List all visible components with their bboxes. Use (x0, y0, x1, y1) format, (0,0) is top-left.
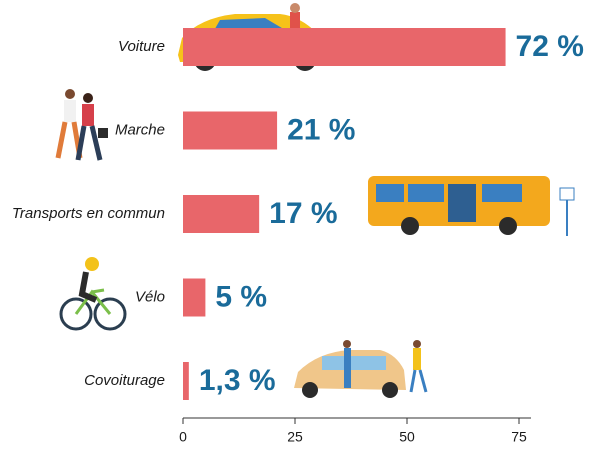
bike-illustration (61, 257, 125, 329)
chart: 0 25 50 75 Voiture 72 % Marche 21 % Transports e… (0, 0, 610, 452)
category-label: Transports en commun (12, 205, 165, 222)
bar (183, 28, 506, 66)
bus-illustration (368, 176, 574, 236)
value-label: 21 % (287, 113, 355, 146)
x-tick-label: 50 (399, 429, 415, 445)
value-label: 17 % (269, 197, 337, 230)
category-label: Voiture (118, 38, 165, 55)
value-label: 5 % (215, 280, 267, 313)
category-label: Covoiturage (84, 372, 165, 389)
x-tick-label: 75 (511, 429, 527, 445)
category-label: Marche (115, 121, 165, 138)
value-label: 72 % (516, 30, 584, 63)
x-tick-label: 0 (179, 429, 187, 445)
walkers-illustration (58, 89, 108, 160)
carpool-illustration (294, 340, 426, 398)
value-label: 1,3 % (199, 364, 276, 397)
bar (183, 112, 277, 150)
bar (183, 362, 189, 400)
category-label: Vélo (135, 288, 165, 305)
bar (183, 279, 205, 317)
x-tick-label: 25 (287, 429, 303, 445)
bar (183, 195, 259, 233)
